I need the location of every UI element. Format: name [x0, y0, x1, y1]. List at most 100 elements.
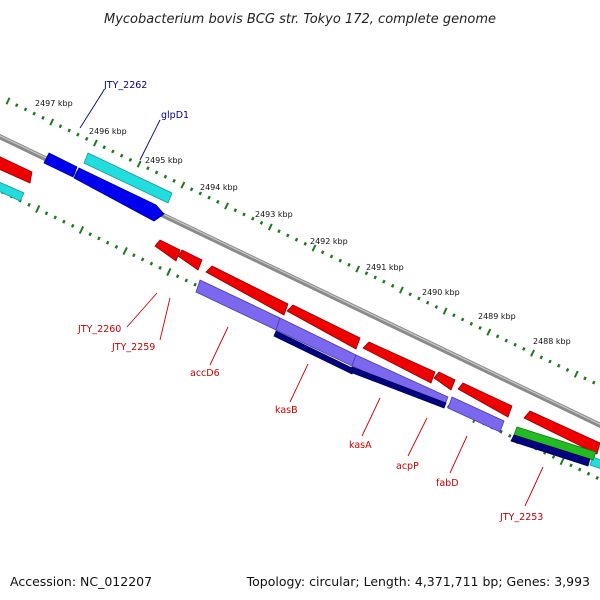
gene-leader-lines: [79, 89, 544, 507]
scale-tick: [146, 166, 150, 171]
scale-tick: [390, 283, 395, 288]
scale-tick: [140, 257, 145, 262]
scale-tick: [530, 349, 535, 357]
gene-label-jty2253[interactable]: JTY_2253: [499, 512, 543, 523]
scale-tick: [14, 103, 19, 108]
gene-arrow-blue-inner[interactable]: [73, 167, 165, 222]
scale-tick: [158, 265, 162, 270]
scale-tick: [592, 380, 596, 385]
scale-tick: [224, 202, 229, 210]
scale-tick: [49, 118, 55, 126]
gene-arrow-red-partial[interactable]: [0, 152, 33, 184]
scale-tick: [180, 181, 186, 189]
scale-tick: [163, 174, 168, 179]
scale-tick: [398, 286, 404, 294]
gene-label-fabd[interactable]: fabD: [436, 478, 459, 489]
scale-tick: [70, 223, 75, 228]
scale-tick: [569, 463, 573, 468]
scale-tick: [522, 346, 526, 351]
scale-tick: [565, 367, 570, 372]
scale-tick: [207, 195, 211, 200]
scale-tick: [460, 317, 465, 322]
gene-arrow-kasa[interactable]: [362, 341, 436, 384]
gene-arrow-acpp[interactable]: [433, 371, 456, 391]
gene-label-jty2262[interactable]: JTY_2262: [103, 80, 147, 91]
scale-tick: [442, 307, 448, 315]
scale-tick: [76, 132, 80, 137]
scale-label: 2496 kbp: [89, 127, 127, 136]
scale-tick: [32, 111, 36, 116]
gene-arrow-kasb[interactable]: [286, 304, 361, 350]
scale-label: 2497 kbp: [35, 99, 73, 108]
scale-label: 2493 kbp: [255, 210, 293, 219]
scale-label: 2492 kbp: [310, 237, 348, 246]
cds-bar-lavender-4[interactable]: [447, 396, 505, 433]
scale-tick: [259, 220, 264, 225]
scale-tick: [233, 208, 238, 213]
scale-tick: [44, 211, 49, 216]
gene-arrow-acpd6[interactable]: [205, 265, 289, 316]
scale-tick: [62, 219, 66, 224]
scale-tick: [578, 467, 582, 472]
gene-labels: JTY_2262 glpD1 JTY_2260 JTY_2259 accD6 k…: [77, 80, 543, 523]
reverse-strand-features: [0, 152, 600, 467]
scale-tick: [595, 475, 599, 480]
scale-tick: [198, 191, 203, 196]
gene-label-glpd1[interactable]: glpD1: [161, 110, 189, 121]
scale-tick: [5, 97, 11, 105]
scale-tick: [425, 300, 430, 305]
scale-label: 2491 kbp: [366, 263, 404, 272]
gene-arrow-jty2260[interactable]: [154, 239, 181, 262]
gene-arrow-jty2262[interactable]: [43, 152, 78, 178]
scale-tick: [499, 429, 503, 434]
scale-tick: [41, 115, 45, 120]
gene-label-accd6[interactable]: accD6: [190, 368, 220, 379]
cds-bar-navy-3[interactable]: [510, 434, 591, 467]
scale-tick: [35, 204, 41, 214]
cds-bar-navy-2[interactable]: [349, 366, 447, 409]
scale-tick: [495, 334, 500, 339]
scale-tick: [539, 355, 544, 360]
scale-tick: [114, 244, 119, 249]
scale-tick: [84, 136, 89, 141]
accession-text: Accession: NC_012207: [10, 574, 152, 589]
scale-tick: [508, 433, 512, 438]
scale-tick: [105, 240, 110, 245]
scale-tick: [557, 363, 561, 368]
cds-bar-navy-1[interactable]: [273, 330, 355, 375]
scale-tick: [382, 279, 386, 284]
gene-label-acpp[interactable]: acpP: [396, 461, 419, 472]
gene-arrow-glpd1[interactable]: [83, 152, 173, 204]
scale-label: 2488 kbp: [533, 337, 571, 346]
gene-label-kasa[interactable]: kasA: [349, 440, 372, 451]
scale-tick: [149, 261, 154, 266]
gene-arrow-jty2253[interactable]: [523, 410, 600, 455]
scale-tick: [364, 271, 369, 276]
scale-tick: [452, 313, 456, 318]
scale-tick: [583, 376, 587, 381]
scale-tick: [573, 370, 579, 378]
scale-label: 2489 kbp: [478, 312, 516, 321]
scale-labels: 2497 kbp 2496 kbp 2495 kbp 2494 kbp 2493…: [35, 99, 571, 346]
gene-label-jty2260[interactable]: JTY_2260: [77, 324, 121, 335]
gene-arrow-cyan-partial[interactable]: [0, 178, 25, 202]
genome-summary-text: Topology: circular; Length: 4,371,711 bp…: [246, 574, 590, 589]
gene-label-kasb[interactable]: kasB: [275, 405, 298, 416]
scale-tick: [97, 236, 101, 241]
scale-tick: [469, 321, 474, 326]
cds-bar-green[interactable]: [513, 426, 597, 461]
scale-tick: [251, 216, 255, 221]
scale-tick: [128, 157, 133, 162]
scale-tick: [184, 278, 189, 283]
scale-tick: [329, 254, 334, 259]
scale-tick: [58, 124, 63, 129]
scale-tick: [175, 274, 180, 279]
scale-tick: [417, 296, 421, 301]
gene-arrow-jty2259[interactable]: [177, 249, 203, 271]
gene-arrow-fabd[interactable]: [457, 382, 513, 418]
scale-tick: [88, 232, 92, 237]
gene-label-jty2259[interactable]: JTY_2259: [111, 342, 155, 353]
scale-tick: [355, 265, 361, 273]
scale-tick: [23, 107, 28, 112]
scale-tick: [320, 250, 325, 255]
